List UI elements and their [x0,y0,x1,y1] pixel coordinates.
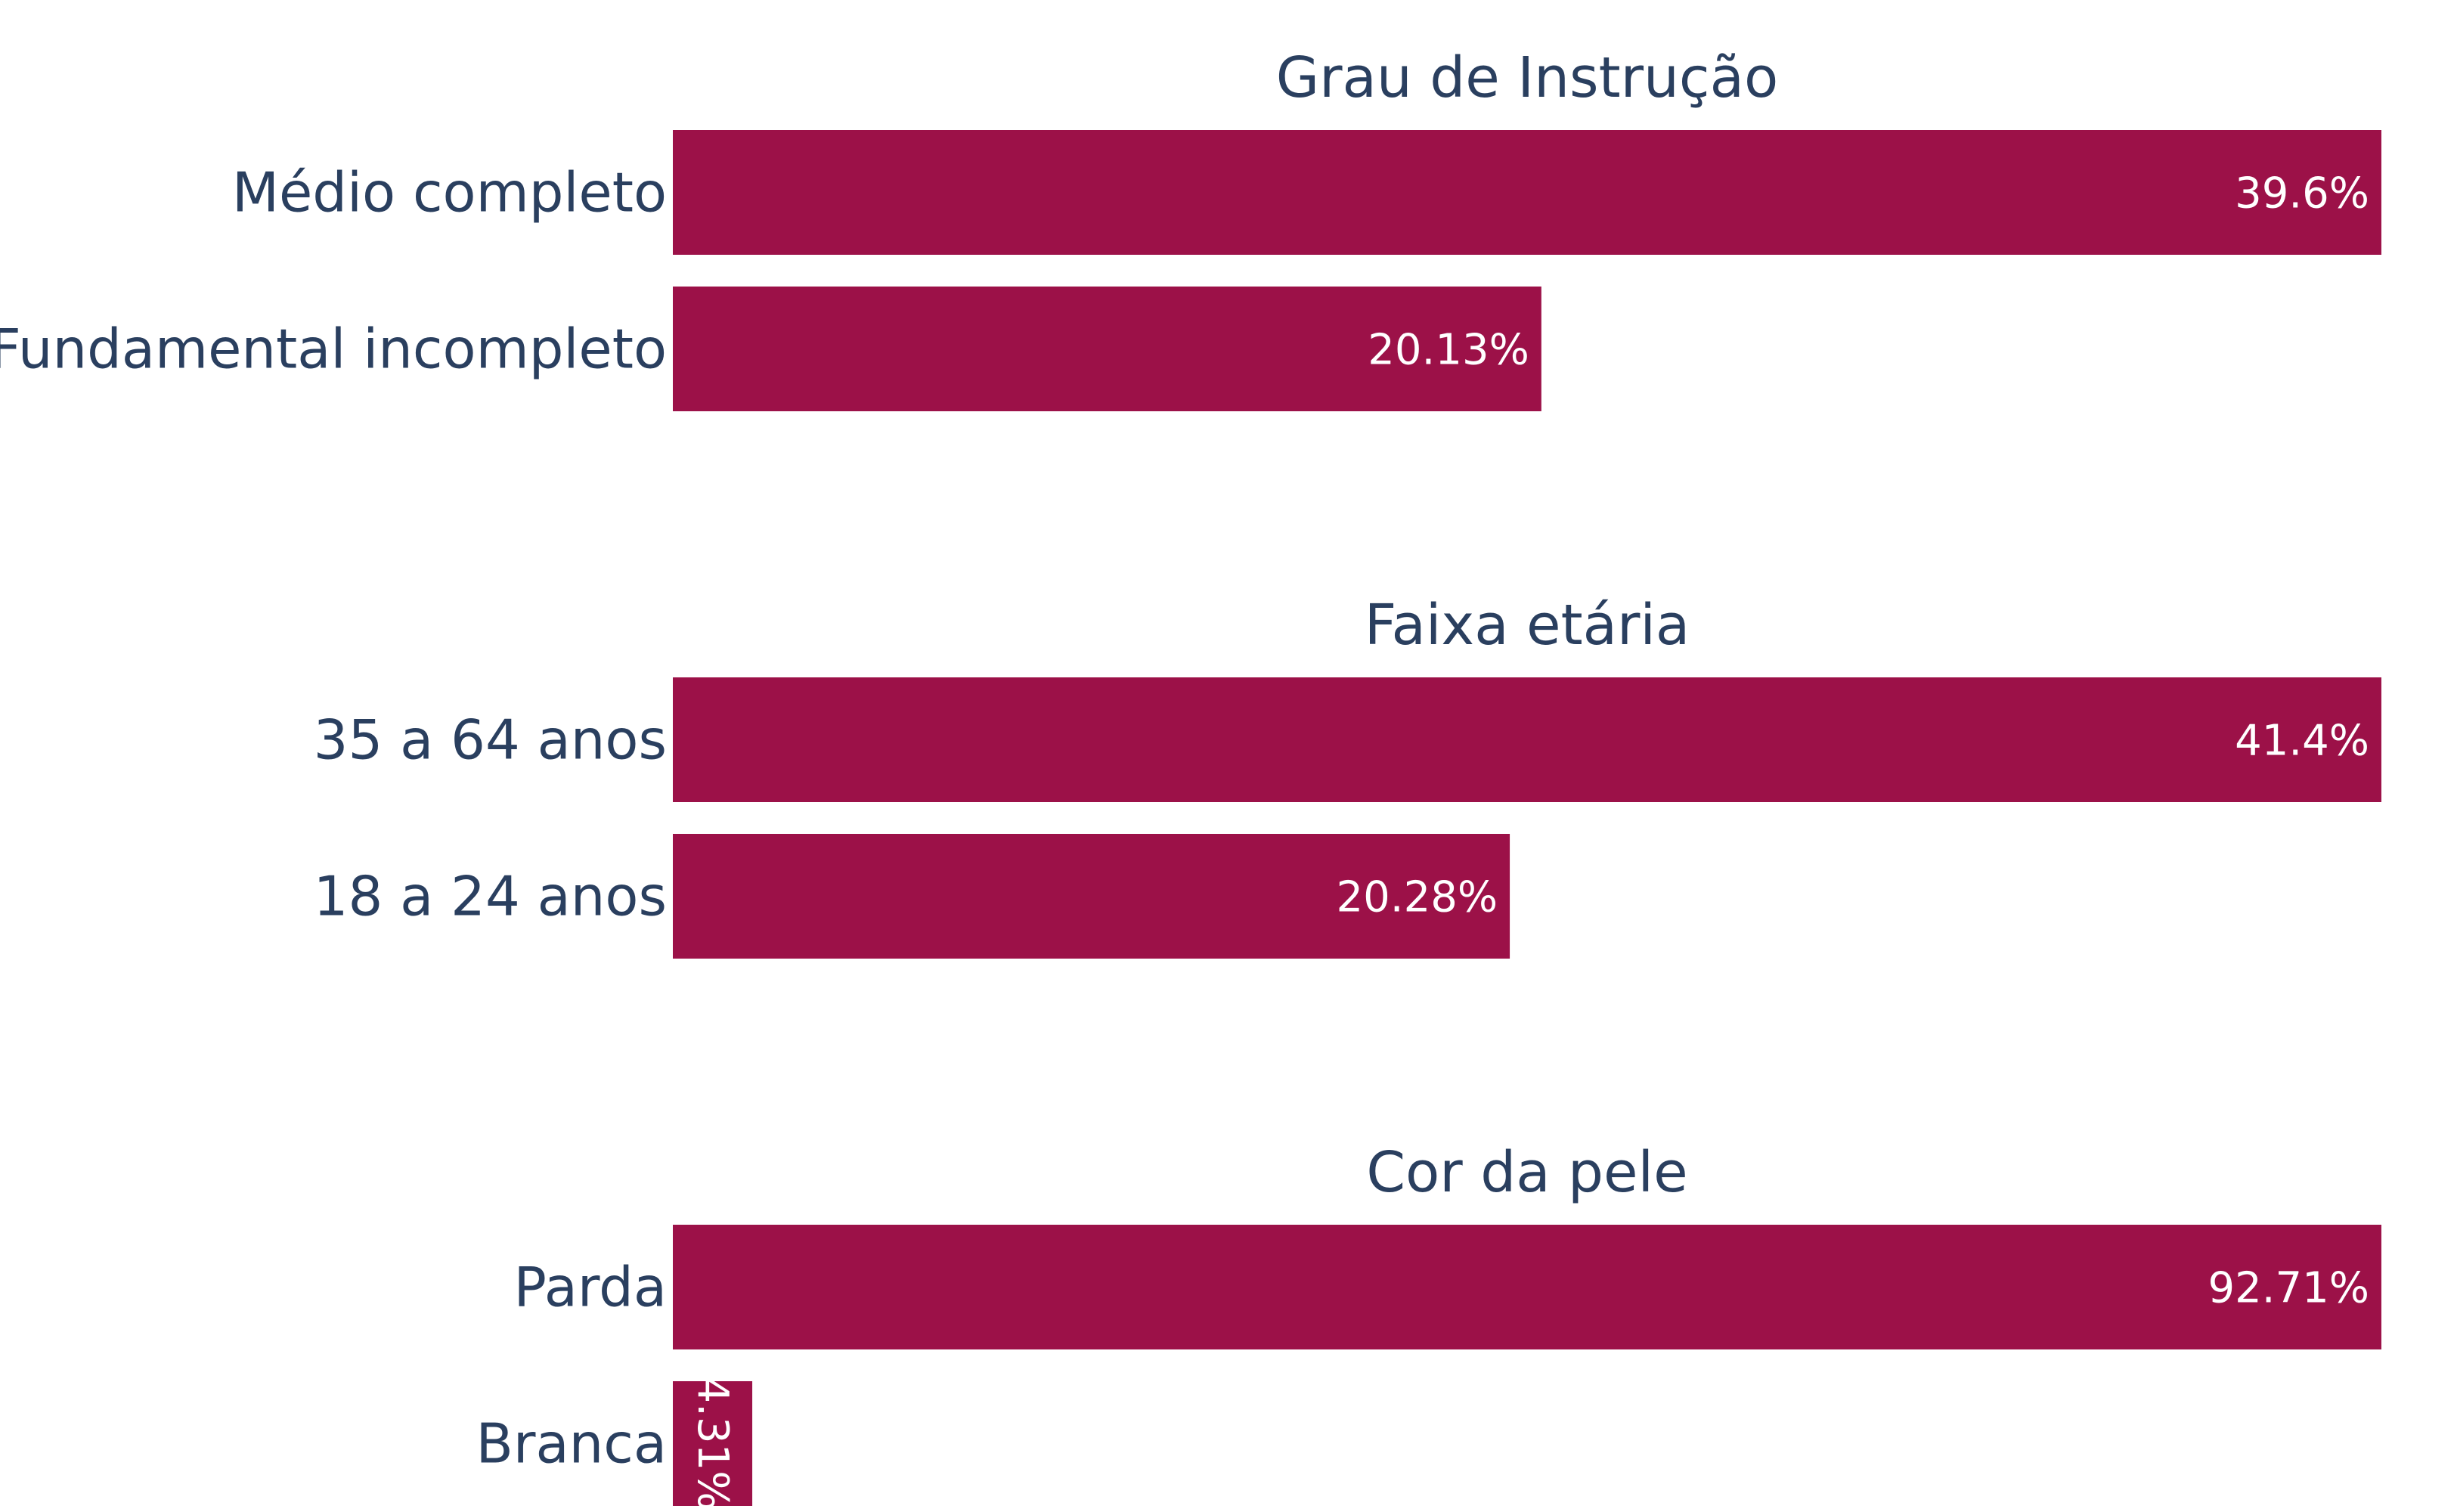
category-label: 18 a 24 anos [314,865,667,928]
value-label: 20.13% [1368,326,1529,375]
chart-title: Cor da pele [1366,1140,1687,1205]
bar[interactable] [673,130,2381,255]
value-label: 92.71% [2208,1264,2369,1313]
chart-title: Faixa etária [1365,593,1690,658]
chart-panel-2: Faixa etária 35 a 64 anos 41.4% 18 a 24 ano… [314,593,2381,959]
chart-panel-3: Cor da pele Parda 92.71% Branca 4.31% [476,1140,2381,1510]
bar[interactable] [673,677,2381,802]
value-label: 41.4% [2235,717,2369,766]
value-label: 39.6% [2235,169,2369,218]
category-label: Branca [476,1412,667,1476]
category-label: Médio completo [232,161,667,225]
bar[interactable] [673,1381,753,1506]
chart-panel-1: Grau de Instrução Médio completo 39.6% Fund… [0,45,2381,411]
bar[interactable] [673,834,1510,959]
category-label: Fundamental incompleto [0,318,667,381]
category-label: Parda [514,1256,667,1319]
value-label: 20.28% [1337,873,1498,922]
category-label: 35 a 64 anos [314,708,667,772]
chart-title: Grau de Instrução [1276,45,1778,110]
bar[interactable] [673,1225,2381,1349]
value-label: 4.31% [688,1377,737,1511]
bar[interactable] [673,287,1541,411]
